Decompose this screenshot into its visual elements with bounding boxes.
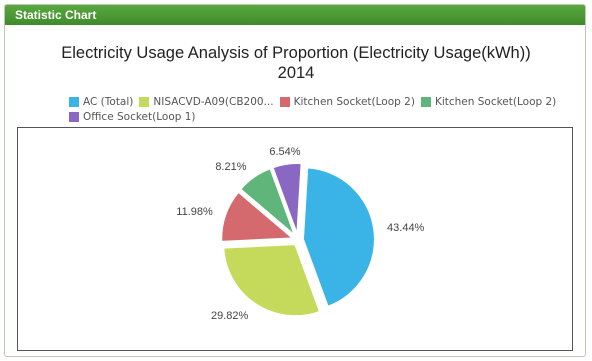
legend-label: AC (Total) [83,95,134,108]
slice-label-1: 29.82% [211,310,249,322]
slice-label-4: 6.54% [269,146,300,158]
legend-swatch [420,96,431,107]
pie-slice-2[interactable] [220,190,296,243]
pie-chart: 43.44% 29.82% 11.98% 8.21% 6.54% [176,146,425,322]
legend-item-office-socket[interactable]: Office Socket(Loop 1) [69,111,196,123]
legend-item-kitchen-socket-a[interactable]: Kitchen Socket(Loop 2) [279,95,415,108]
legend-label: Kitchen Socket(Loop 2) [434,95,557,108]
legend-swatch [69,96,79,107]
slice-label-3: 8.21% [215,161,246,173]
legend-label: Office Socket(Loop 1) [83,110,196,123]
legend-swatch [279,96,290,107]
legend-label: NISACVD-A09(CB200... [153,95,274,108]
legend-swatch [139,96,150,107]
pie-slice-3[interactable] [238,167,298,240]
legend-item-nisacvd[interactable]: NISACVD-A09(CB200... [139,95,274,108]
chart-legend: AC (Total) NISACVD-A09(CB200... Kitchen … [69,94,569,124]
legend-label: Kitchen Socket(Loop 2) [293,95,415,108]
slice-label-0: 43.44% [387,222,425,234]
pie-slice-1[interactable] [222,243,322,318]
pie-slice-4[interactable] [271,162,303,236]
chart-title-line-2: 2014 [277,64,315,82]
legend-item-kitchen-socket-b[interactable]: Kitchen Socket(Loop 2) [420,95,557,108]
plot-area: 43.44% 29.82% 11.98% 8.21% 6.54% [17,127,573,351]
pie-slice-0[interactable] [301,166,376,309]
chart-title-line-1: Electricity Usage Analysis of Proportion… [61,44,531,62]
panel-title: Statistic Chart [5,5,585,25]
legend-swatch [69,111,79,122]
slice-label-2: 11.98% [176,206,213,218]
statistic-chart-panel: Statistic Chart Electricity Usage Analys… [4,4,586,357]
legend-item-ac-total[interactable]: AC (Total) [69,96,133,108]
